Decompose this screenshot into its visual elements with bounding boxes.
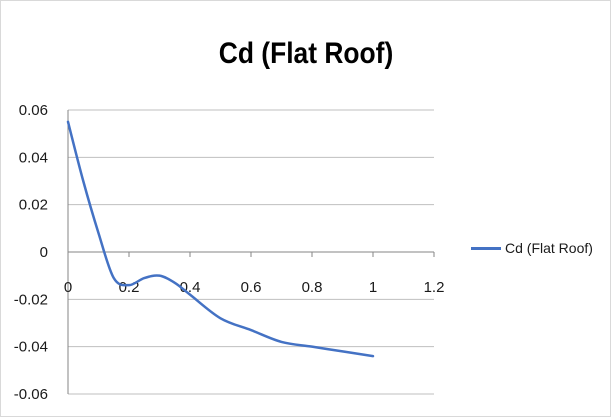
y-tick-label: -0.04 <box>14 339 48 356</box>
chart-title: Cd (Flat Roof) <box>218 37 394 70</box>
x-tick-label: 0.8 <box>302 279 323 296</box>
legend-label: Cd (Flat Roof) <box>505 240 593 256</box>
x-tick-label: 0 <box>64 279 72 296</box>
y-axis: 0.06 0.04 0.02 0 -0.02 -0.04 -0.06 <box>14 102 69 403</box>
x-tick-label: 1 <box>369 279 377 296</box>
y-tick-label: 0.02 <box>19 197 48 214</box>
x-tick-label: 1.2 <box>424 279 445 296</box>
y-tick-label: 0 <box>40 244 48 261</box>
legend: Cd (Flat Roof) <box>471 240 593 256</box>
y-tick-label: -0.06 <box>14 386 48 403</box>
x-axis: 0 0.2 0.4 0.6 0.8 1 1.2 <box>64 251 445 296</box>
legend-swatch <box>471 246 501 250</box>
x-tick-label: 0.6 <box>241 279 262 296</box>
y-tick-label: 0.06 <box>19 102 48 119</box>
y-tick-label: 0.04 <box>19 149 48 166</box>
series-layer <box>66 120 375 358</box>
y-tick-label: -0.02 <box>14 291 48 308</box>
series-line <box>66 120 375 358</box>
